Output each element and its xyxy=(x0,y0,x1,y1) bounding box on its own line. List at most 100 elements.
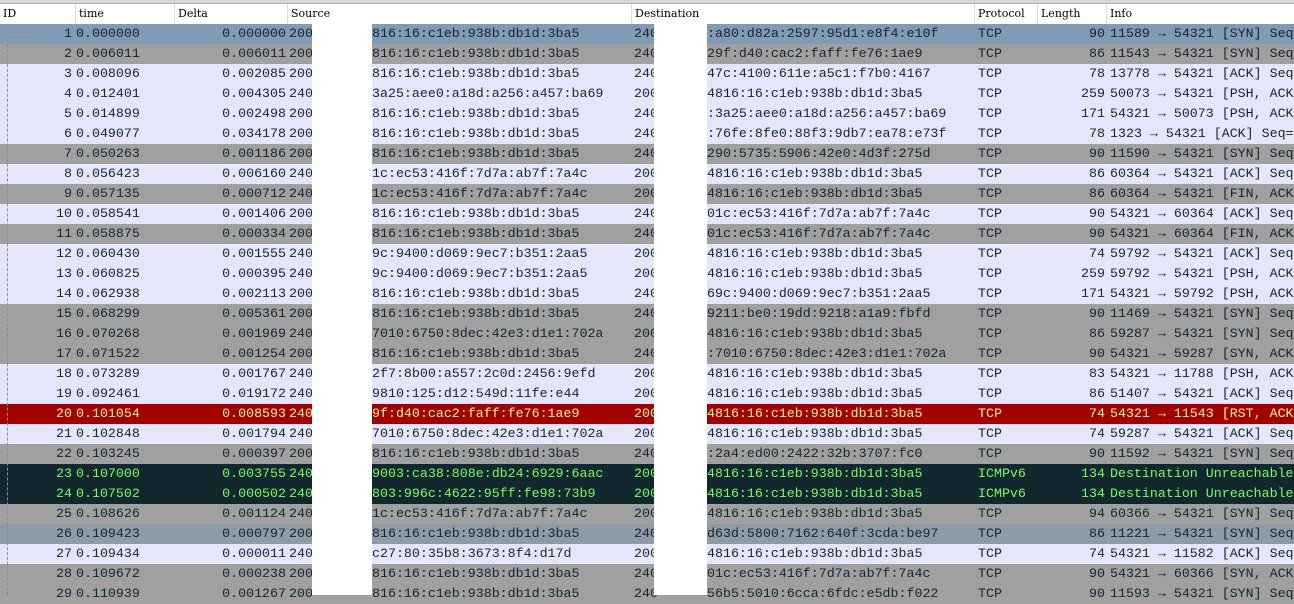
packet-delta: 0.000011 xyxy=(222,546,286,561)
packet-row[interactable]: 22 0.103245 0.000397 200 816:16:c1eb:938b:db… xyxy=(0,444,1294,464)
packet-row[interactable]: 15 0.068299 0.005361 200 816:16:c1eb:938b:db… xyxy=(0,304,1294,324)
packet-source-prefix: 240 xyxy=(289,166,313,181)
packet-row[interactable]: 18 0.073289 0.001767 240 2f7:8b00:a557:2c0d:… xyxy=(0,364,1294,384)
packet-protocol: TCP xyxy=(978,246,1002,261)
packet-length: 90 xyxy=(1089,446,1105,461)
column-header-source[interactable]: Source xyxy=(288,4,632,24)
column-header-length[interactable]: Length xyxy=(1038,4,1107,24)
packet-length: 86 xyxy=(1089,326,1105,341)
packet-destination-prefix: 240 xyxy=(634,146,658,161)
packet-row[interactable]: 1 0.000000 0.000000 200 816:16:c1eb:938b:db1… xyxy=(0,24,1294,44)
packet-row[interactable]: 13 0.060825 0.000395 240 9c:9400:d069:9ec7:b… xyxy=(0,264,1294,284)
packet-length: 74 xyxy=(1089,406,1105,421)
packet-length: 90 xyxy=(1089,146,1105,161)
packet-info: 54321 → 11788 [PSH, ACK xyxy=(1110,366,1294,381)
packet-source: 9c:9400:d069:9ec7:b351:2aa5 xyxy=(372,246,588,261)
packet-row[interactable]: 14 0.062938 0.002113 200 816:16:c1eb:938b:db… xyxy=(0,284,1294,304)
packet-delta: 0.001555 xyxy=(222,246,286,261)
packet-source: 7010:6750:8dec:42e3:d1e1:702a xyxy=(372,426,604,441)
packet-id: 12 xyxy=(56,246,72,261)
packet-time: 0.109672 xyxy=(76,566,140,581)
packet-row[interactable]: 8 0.056423 0.006160 240 1c:ec53:416f:7d7a:ab… xyxy=(0,164,1294,184)
packet-source-prefix: 240 xyxy=(289,86,313,101)
packet-destination-prefix: 200 xyxy=(634,466,658,481)
packet-row[interactable]: 10 0.058541 0.001406 200 816:16:c1eb:938b:db… xyxy=(0,204,1294,224)
packet-row[interactable]: 9 0.057135 0.000712 240 1c:ec53:416f:7d7a:ab… xyxy=(0,184,1294,204)
packet-time: 0.000000 xyxy=(76,26,140,41)
packet-delta: 0.000334 xyxy=(222,226,286,241)
packet-source-prefix: 240 xyxy=(289,426,313,441)
packet-length: 86 xyxy=(1089,46,1105,61)
packet-row[interactable]: 2 0.006011 0.006011 200 816:16:c1eb:938b:db1… xyxy=(0,44,1294,64)
packet-row[interactable]: 28 0.109672 0.000238 200 816:16:c1eb:938b:db… xyxy=(0,564,1294,584)
packet-destination-prefix: 240 xyxy=(634,126,658,141)
packet-id: 3 xyxy=(64,66,72,81)
packet-protocol: TCP xyxy=(978,106,1002,121)
packet-protocol: ICMPv6 xyxy=(978,466,1026,481)
packet-info: 1323 → 54321 [ACK] Seq= xyxy=(1110,126,1294,141)
column-header-info[interactable]: Info xyxy=(1110,7,1133,20)
packet-destination-prefix: 240 xyxy=(634,526,658,541)
packet-length: 259 xyxy=(1081,86,1105,101)
packet-length: 74 xyxy=(1089,246,1105,261)
packet-length: 86 xyxy=(1089,186,1105,201)
column-header-destination[interactable]: Destination xyxy=(632,4,975,24)
packet-delta: 0.000395 xyxy=(222,266,286,281)
packet-destination: 01c:ec53:416f:7d7a:ab7f:7a4c xyxy=(707,206,931,221)
packet-delta: 0.000502 xyxy=(222,486,286,501)
column-header-time[interactable]: time xyxy=(76,4,175,24)
packet-info: 54321 → 59287 [SYN, ACK xyxy=(1110,346,1294,361)
packet-row[interactable]: 11 0.058875 0.000334 200 816:16:c1eb:938b:db… xyxy=(0,224,1294,244)
packet-protocol: TCP xyxy=(978,386,1002,401)
column-header-delta[interactable]: Delta xyxy=(175,4,288,24)
packet-delta: 0.001186 xyxy=(222,146,286,161)
packet-row[interactable]: 25 0.108626 0.001124 240 1c:ec53:416f:7d7a:a… xyxy=(0,504,1294,524)
packet-row[interactable]: 21 0.102848 0.001794 240 7010:6750:8dec:42e3… xyxy=(0,424,1294,444)
packet-row[interactable]: 12 0.060430 0.001555 240 9c:9400:d069:9ec7:b… xyxy=(0,244,1294,264)
packet-row[interactable]: 17 0.071522 0.001254 200 816:16:c1eb:938b:db… xyxy=(0,344,1294,364)
packet-protocol: TCP xyxy=(978,566,1002,581)
packet-id: 25 xyxy=(56,506,72,521)
packet-length: 134 xyxy=(1081,486,1105,501)
packet-row[interactable]: 26 0.109423 0.000797 200 816:16:c1eb:938b:db… xyxy=(0,524,1294,544)
packet-time: 0.049077 xyxy=(76,126,140,141)
packet-row[interactable]: 19 0.092461 0.019172 240 9810:125:d12:549d:1… xyxy=(0,384,1294,404)
packet-row[interactable]: 27 0.109434 0.000011 240 c27:80:35b8:3673:8f… xyxy=(0,544,1294,564)
packet-delta: 0.000797 xyxy=(222,526,286,541)
packet-row[interactable]: 29 0.110939 0.001267 200 816:16:c1eb:938b:db… xyxy=(0,584,1294,604)
packet-info: 11590 → 54321 [SYN] Seq xyxy=(1110,146,1294,161)
packet-row[interactable]: 20 0.101054 0.008593 240 9f:d40:cac2:faff:fe… xyxy=(0,404,1294,424)
packet-destination: 4816:16:c1eb:938b:db1d:3ba5 xyxy=(707,186,923,201)
packet-row[interactable]: 5 0.014899 0.002498 200 816:16:c1eb:938b:db1… xyxy=(0,104,1294,124)
packet-row[interactable]: 4 0.012401 0.004305 240 3a25:aee0:a18d:a256:… xyxy=(0,84,1294,104)
packet-protocol: TCP xyxy=(978,506,1002,521)
packet-protocol: TCP xyxy=(978,446,1002,461)
packet-destination-prefix: 200 xyxy=(634,506,658,521)
column-header-protocol[interactable]: Protocol xyxy=(975,4,1038,24)
packet-time: 0.012401 xyxy=(76,86,140,101)
packet-info: 59287 → 54321 [ACK] Seq xyxy=(1110,426,1294,441)
packet-length: 90 xyxy=(1089,346,1105,361)
packet-id: 19 xyxy=(56,386,72,401)
packet-row[interactable]: 16 0.070268 0.001969 240 7010:6750:8dec:42e3… xyxy=(0,324,1294,344)
packet-id: 1 xyxy=(64,26,72,41)
packet-destination-prefix: 240 xyxy=(634,66,658,81)
packet-row[interactable]: 23 0.107000 0.003755 240 9003:ca38:808e:db24… xyxy=(0,464,1294,484)
packet-info: 54321 → 60364 [FIN, ACK xyxy=(1110,226,1294,241)
packet-delta: 0.001406 xyxy=(222,206,286,221)
packet-delta: 0.006160 xyxy=(222,166,286,181)
packet-destination: 4816:16:c1eb:938b:db1d:3ba5 xyxy=(707,86,923,101)
packet-row[interactable]: 24 0.107502 0.000502 240 803:996c:4622:95ff:… xyxy=(0,484,1294,504)
packet-delta: 0.001124 xyxy=(222,506,286,521)
packet-source: 816:16:c1eb:938b:db1d:3ba5 xyxy=(372,526,580,541)
packet-row[interactable]: 6 0.049077 0.034178 200 816:16:c1eb:938b:db1… xyxy=(0,124,1294,144)
packet-destination-prefix: 240 xyxy=(634,106,658,121)
packet-id: 13 xyxy=(56,266,72,281)
column-header-id[interactable]: ID xyxy=(0,4,76,24)
packet-destination: 4816:16:c1eb:938b:db1d:3ba5 xyxy=(707,166,923,181)
packet-destination: 47c:4100:611e:a5c1:f7b0:4167 xyxy=(707,66,931,81)
packet-protocol: ICMPv6 xyxy=(978,486,1026,501)
packet-row[interactable]: 3 0.008096 0.002085 200 816:16:c1eb:938b:db1… xyxy=(0,64,1294,84)
packet-destination: 69c:9400:d069:9ec7:b351:2aa5 xyxy=(707,286,931,301)
packet-row[interactable]: 7 0.050263 0.001186 200 816:16:c1eb:938b:db1… xyxy=(0,144,1294,164)
